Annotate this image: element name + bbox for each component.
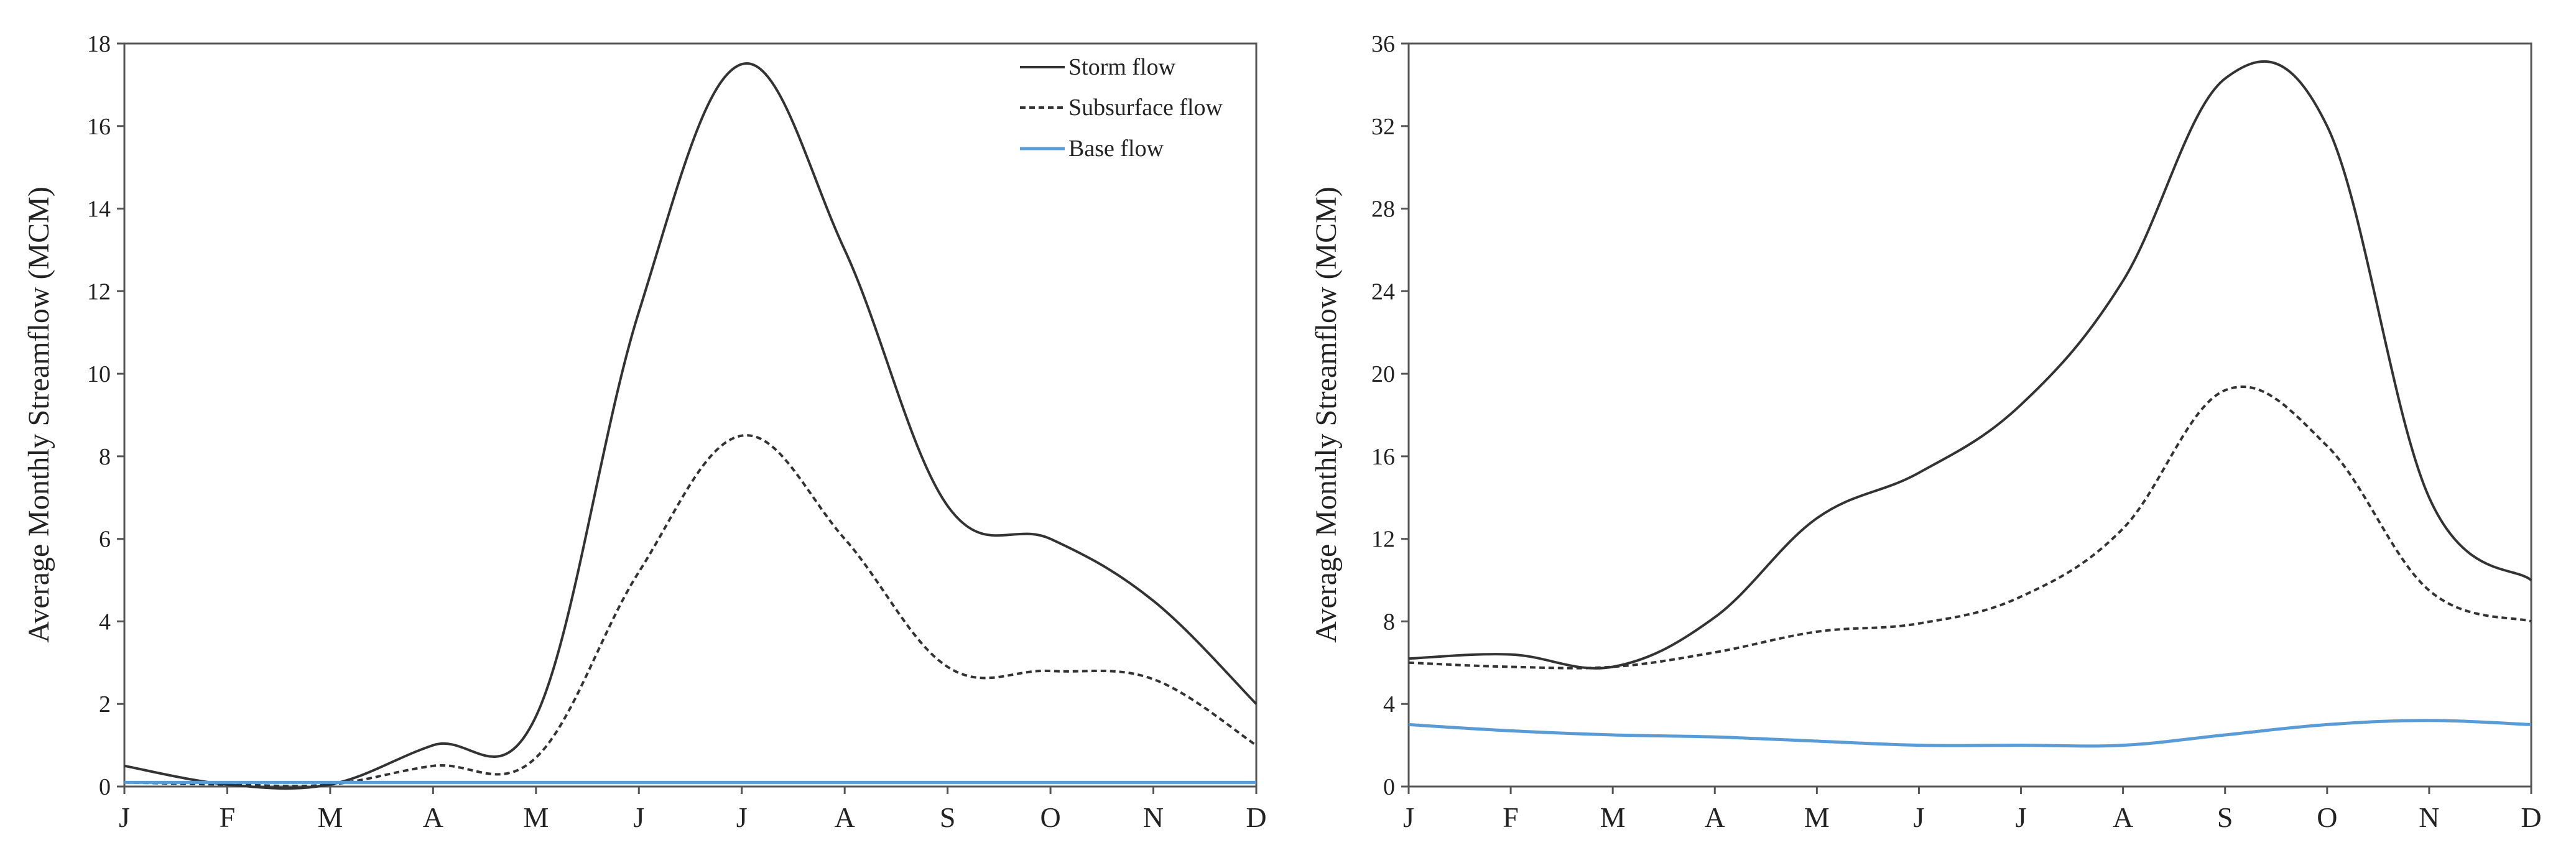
legend-item-subsurface-flow: Subsurface flow	[1020, 95, 1223, 121]
x-tick-label: A	[423, 801, 443, 833]
y-tick-label: 4	[99, 609, 111, 635]
legend-label-base-flow: Base flow	[1068, 136, 1164, 162]
y-tick-label: 16	[87, 114, 111, 140]
y-tick-label: 8	[99, 444, 111, 470]
y-tick-label: 18	[87, 31, 111, 57]
x-tick-label: J	[119, 801, 130, 833]
x-tick-label: J	[736, 801, 748, 833]
x-tick-label: S	[940, 801, 956, 833]
x-tick-label: M	[1600, 801, 1626, 833]
y-tick-label: 32	[1371, 114, 1395, 140]
x-tick-label: O	[2317, 801, 2337, 833]
y-tick-label: 10	[87, 361, 111, 387]
y-tick-label: 0	[99, 774, 111, 800]
x-tick-label: M	[317, 801, 343, 833]
series-line-storm-flow	[124, 62, 1258, 790]
plot-frame	[123, 42, 1258, 788]
x-tick-label: F	[1503, 801, 1519, 833]
x-tick-label: D	[1246, 801, 1266, 833]
x-tick-label: S	[2217, 801, 2233, 833]
legend: Storm flow Subsurface flow Base flow	[1020, 54, 1223, 162]
series-lines	[1408, 60, 2532, 748]
y-tick-label: 8	[1383, 609, 1395, 635]
chart-right: 0 4 8 12 16 20 24 28 32 36 J F M A M J J A S O N D Average M…	[1310, 31, 2542, 833]
y-tick-label: 0	[1383, 774, 1395, 800]
x-tick-label: O	[1040, 801, 1060, 833]
x-tick-label: N	[2419, 801, 2439, 833]
y-tick-label: 28	[1371, 196, 1395, 223]
x-tick-label: J	[2016, 801, 2027, 833]
y-tick-label: 14	[87, 196, 111, 223]
y-tick-label: 6	[99, 527, 111, 553]
series-line-storm-flow	[1408, 60, 2532, 670]
legend-label-subsurface-flow: Subsurface flow	[1068, 95, 1223, 121]
x-tick-label: J	[1914, 801, 1925, 833]
series-line-base-flow	[1408, 719, 2532, 748]
y-axis-ticks: 0 4 8 12 16 20 24 28 32 36	[1371, 31, 1409, 800]
legend-item-base-flow: Base flow	[1020, 136, 1164, 162]
y-axis-label: Average Monthly Streamflow (MCM)	[1310, 187, 1343, 643]
series-lines	[124, 62, 1258, 790]
series-line-subsurface-flow	[124, 434, 1258, 788]
y-tick-label: 12	[87, 279, 111, 305]
y-tick-label: 36	[1371, 31, 1395, 57]
chart-left: 0 2 4 6 8 10 12 14 16 18 J F M A M J J A S O N D Average Mon…	[22, 31, 1267, 833]
x-tick-label: N	[1143, 801, 1164, 833]
plot-frame	[1407, 42, 2532, 788]
x-tick-label: D	[2521, 801, 2541, 833]
legend-label-storm-flow: Storm flow	[1068, 54, 1176, 80]
x-tick-label: A	[835, 801, 855, 833]
y-tick-label: 4	[1383, 691, 1395, 718]
y-tick-label: 12	[1371, 527, 1395, 553]
legend-item-storm-flow: Storm flow	[1020, 54, 1176, 80]
series-line-subsurface-flow	[1408, 385, 2532, 670]
y-tick-label: 20	[1371, 361, 1395, 387]
x-tick-label: A	[1705, 801, 1725, 833]
y-axis-ticks: 0 2 4 6 8 10 12 14 16 18	[87, 31, 124, 800]
x-tick-label: A	[2113, 801, 2133, 833]
x-tick-label: M	[1804, 801, 1830, 833]
y-tick-label: 2	[99, 691, 111, 718]
x-tick-label: J	[1403, 801, 1414, 833]
x-tick-label: M	[523, 801, 549, 833]
x-tick-label: J	[633, 801, 644, 833]
y-tick-label: 24	[1371, 279, 1395, 305]
y-tick-label: 16	[1371, 444, 1395, 470]
x-tick-label: F	[220, 801, 236, 833]
y-axis-label: Average Monthly Streamflow (MCM)	[22, 187, 55, 643]
